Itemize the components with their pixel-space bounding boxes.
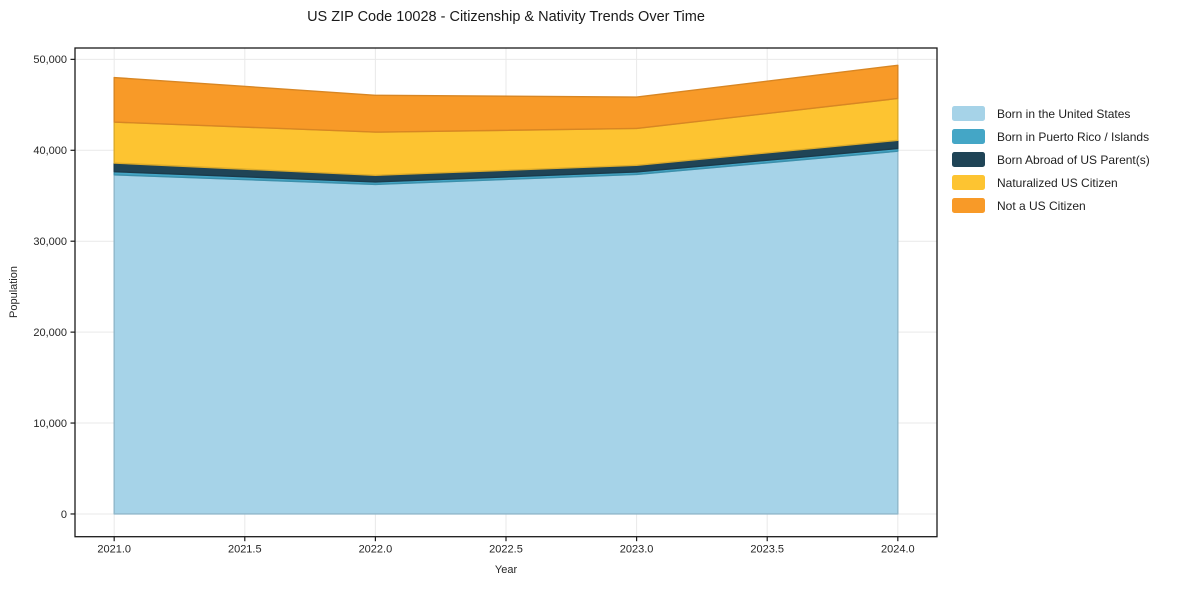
y-tick-label: 0 bbox=[61, 509, 67, 521]
x-tick-label: 2023.0 bbox=[620, 544, 654, 556]
x-tick-label: 2021.5 bbox=[228, 544, 262, 556]
x-tick-label: 2024.0 bbox=[881, 544, 915, 556]
legend-swatch-icon bbox=[952, 152, 985, 167]
y-tick-label: 40,000 bbox=[33, 145, 67, 157]
legend-label: Born Abroad of US Parent(s) bbox=[997, 152, 1150, 167]
y-tick-label: 10,000 bbox=[33, 418, 67, 430]
area-not-a-us-citizen bbox=[113, 64, 899, 133]
x-tick-label: 2021.0 bbox=[97, 544, 131, 556]
y-tick-label: 50,000 bbox=[33, 54, 67, 66]
legend-label: Naturalized US Citizen bbox=[997, 175, 1118, 190]
legend-item-born-in-the-united-states: Born in the United States bbox=[952, 106, 1150, 121]
legend-item-not-a-us-citizen: Not a US Citizen bbox=[952, 198, 1150, 213]
legend-item-born-in-puerto-rico-islands: Born in Puerto Rico / Islands bbox=[952, 129, 1150, 144]
y-tick-label: 30,000 bbox=[33, 236, 67, 248]
legend-label: Not a US Citizen bbox=[997, 198, 1086, 213]
legend-item-naturalized-us-citizen: Naturalized US Citizen bbox=[952, 175, 1150, 190]
legend-swatch-icon bbox=[952, 175, 985, 190]
legend-swatch-icon bbox=[952, 198, 985, 213]
legend-item-born-abroad-of-us-parent-s: Born Abroad of US Parent(s) bbox=[952, 152, 1150, 167]
y-tick-label: 20,000 bbox=[33, 327, 67, 339]
legend-label: Born in the United States bbox=[997, 106, 1131, 121]
legend-swatch-icon bbox=[952, 106, 985, 121]
x-axis-label: Year bbox=[494, 564, 518, 576]
x-tick-label: 2022.5 bbox=[489, 544, 523, 556]
legend: Born in the United States Born in Puerto … bbox=[952, 106, 1150, 213]
chart-title: US ZIP Code 10028 - Citizenship & Nativi… bbox=[307, 9, 705, 25]
legend-swatch-icon bbox=[952, 129, 985, 144]
area-born-in-the-united-states bbox=[113, 150, 899, 515]
x-tick-label: 2022.0 bbox=[359, 544, 393, 556]
legend-label: Born in Puerto Rico / Islands bbox=[997, 129, 1150, 144]
x-tick-label: 2023.5 bbox=[750, 544, 784, 556]
y-axis-label: Population bbox=[8, 266, 20, 318]
